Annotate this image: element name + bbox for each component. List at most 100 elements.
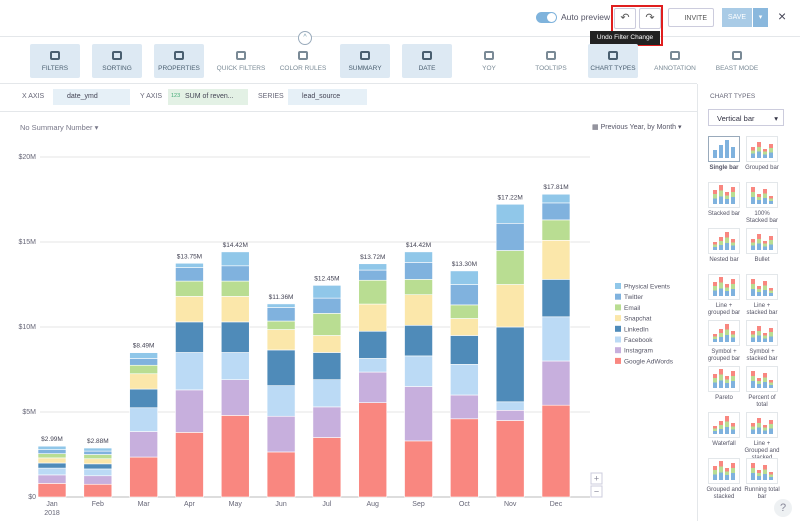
- toolbar-label: SUMMARY: [348, 65, 382, 72]
- bar-segment: [175, 389, 204, 433]
- collapse-button[interactable]: ^: [298, 31, 312, 45]
- chart-type-thumb: [746, 228, 778, 254]
- thumb-bar: [725, 232, 729, 250]
- chart-type-thumb: [708, 320, 740, 346]
- thumb-bar: [763, 149, 767, 158]
- bar-segment: [37, 483, 67, 498]
- chart: $0 $5M $10M $15M $20M $2.99M Jan 2018 $2.88M Feb $…: [18, 154, 673, 517]
- chart-type-option[interactable]: Percent of total: [743, 366, 781, 409]
- chart-type-label: Nested bar: [709, 257, 739, 263]
- thumb-bar: [751, 463, 755, 480]
- chart-type-label: Symbol + stacked bar: [746, 349, 778, 362]
- toolbar-button[interactable]: FILTERS: [30, 44, 80, 78]
- total-label: $14.42M: [406, 242, 431, 249]
- toolbar-button[interactable]: BEAST MODE: [712, 44, 762, 78]
- toolbar-button[interactable]: SORTING: [92, 44, 142, 78]
- chart-type-option[interactable]: Symbol + stacked bar: [743, 320, 781, 363]
- toolbar-icon: [236, 51, 246, 60]
- chart-type-option[interactable]: Waterfall: [705, 412, 743, 448]
- bar-segment: [266, 329, 296, 351]
- toolbar-button[interactable]: YOY: [464, 44, 514, 78]
- toolbar-button[interactable]: PROPERTIES: [154, 44, 204, 78]
- bar-segment: [450, 335, 479, 365]
- chart-type-thumb: [746, 182, 778, 208]
- toolbar-button[interactable]: DATE: [402, 44, 452, 78]
- thumb-bar: [731, 187, 735, 204]
- bar-segment: [312, 335, 342, 353]
- chart-type-select[interactable]: Vertical bar ▾: [708, 109, 784, 126]
- bar-segment: [404, 440, 433, 498]
- bar-segment: [450, 270, 479, 285]
- summary-select[interactable]: No Summary Number ▾: [20, 123, 99, 132]
- close-button[interactable]: ×: [778, 8, 787, 24]
- chart-type-option[interactable]: Single bar: [705, 136, 743, 172]
- bar-segment: [495, 223, 525, 251]
- x-tick-label: Sep: [412, 501, 425, 508]
- toggle[interactable]: [536, 12, 557, 23]
- thumb-bar: [725, 284, 729, 296]
- bar-segment: [495, 326, 525, 403]
- redo-button[interactable]: ↷: [639, 8, 661, 29]
- toolbar-button[interactable]: ANNOTATION: [650, 44, 700, 78]
- zoom-button[interactable]: [590, 472, 603, 485]
- chart-type-option[interactable]: Symbol + grouped bar: [705, 320, 743, 363]
- bar-segment: [83, 450, 113, 455]
- toolbar-icon: [484, 51, 494, 60]
- thumb-bar: [769, 328, 773, 342]
- x-tick-label: Jun: [275, 501, 286, 508]
- chart-type-option[interactable]: 100% Stacked bar: [743, 182, 781, 225]
- chart-type-option[interactable]: Line + Grouped and stacked: [743, 412, 781, 462]
- legend-swatch: [615, 293, 621, 300]
- chart-type-option[interactable]: Line + stacked bar: [743, 274, 781, 317]
- chart-type-option[interactable]: Nested bar: [705, 228, 743, 264]
- chart-type-option[interactable]: Pareto: [705, 366, 743, 402]
- thumb-bar: [769, 196, 773, 204]
- thumb-bar: [757, 194, 761, 204]
- chart-type-option[interactable]: Bullet: [743, 228, 781, 264]
- chart-type-option[interactable]: Line + grouped bar: [705, 274, 743, 317]
- bar-segment: [266, 415, 296, 453]
- chart-type-label: Grouped bar: [745, 165, 779, 171]
- toolbar-button[interactable]: SUMMARY: [340, 44, 390, 78]
- divider: [0, 111, 697, 112]
- total-label: $2.99M: [41, 436, 63, 443]
- bar-segment: [495, 284, 525, 328]
- thumb-bar: [713, 334, 717, 342]
- undo-button[interactable]: ↶: [614, 8, 636, 29]
- thumb-bar: [731, 463, 735, 480]
- save-button[interactable]: SAVE: [722, 8, 752, 27]
- thumb-bar: [719, 461, 723, 480]
- thumb-bar: [719, 185, 723, 204]
- toolbar-button[interactable]: TOOLTIPS: [526, 44, 576, 78]
- chart-type-option[interactable]: Grouped and stacked: [705, 458, 743, 501]
- thumb-bar: [713, 282, 717, 296]
- legend-label: LinkedIn: [624, 326, 649, 333]
- series-field[interactable]: lead_source: [288, 89, 367, 105]
- bar-segment: [495, 250, 525, 285]
- thumb-bar: [751, 147, 755, 158]
- zoom-button[interactable]: [590, 485, 603, 498]
- period-select[interactable]: ▦ Previous Year, by Month ▾: [592, 124, 682, 131]
- toolbar-button[interactable]: COLOR RULES: [278, 44, 328, 78]
- chart-type-thumb: [708, 366, 740, 392]
- chart-type-option[interactable]: Stacked bar: [705, 182, 743, 218]
- help-button[interactable]: ?: [774, 499, 792, 517]
- bar-segment: [83, 447, 113, 452]
- toolbar-icon: [608, 51, 618, 60]
- toolbar-button[interactable]: QUICK FILTERS: [216, 44, 266, 78]
- toolbar-button[interactable]: CHART TYPES: [588, 44, 638, 78]
- x-axis-field[interactable]: date_ymd: [53, 89, 130, 105]
- chart-type-option[interactable]: Running total bar: [743, 458, 781, 501]
- bar-segment: [83, 458, 113, 465]
- bar-segment: [83, 483, 113, 498]
- bar-segment: [220, 251, 250, 267]
- bar-segment: [266, 385, 296, 417]
- y-axis-field[interactable]: [168, 89, 248, 105]
- bar-segment: [83, 463, 113, 470]
- bar-segment: [358, 358, 388, 373]
- bar-segment: [220, 379, 250, 416]
- chart-type-option[interactable]: Grouped bar: [743, 136, 781, 172]
- invite-button[interactable]: INVITE: [668, 8, 714, 27]
- bar-segment: [266, 451, 296, 498]
- save-menu[interactable]: ▾: [753, 8, 768, 27]
